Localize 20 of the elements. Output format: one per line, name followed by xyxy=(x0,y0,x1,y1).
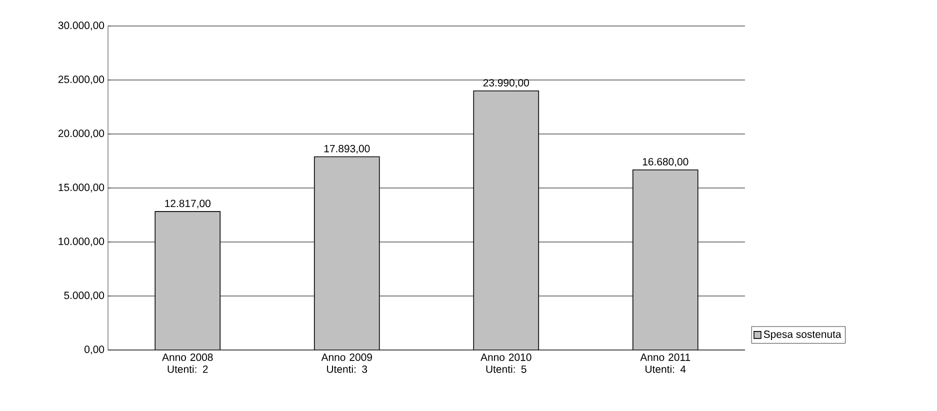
x-tick-label: Anno 2008 Utenti: 2 xyxy=(162,354,213,373)
data-label: 16.680,00 xyxy=(642,158,688,167)
data-label: 23.990,00 xyxy=(483,79,529,88)
x-tick-label: Anno 2011 Utenti: 4 xyxy=(640,354,690,373)
y-tick-label: 25.000,00 xyxy=(58,76,104,84)
x-tick-label: Anno 2010 Utenti: 5 xyxy=(480,354,532,373)
x-tick-label: Anno 2009 Utenti: 3 xyxy=(321,354,372,373)
y-tick-label: 10.000,00 xyxy=(58,238,104,246)
legend-label: Spesa sostenuta xyxy=(764,330,842,340)
bar xyxy=(314,156,380,350)
y-tick-label: 30.000,00 xyxy=(58,22,104,30)
y-tick-label: 20.000,00 xyxy=(58,130,104,138)
data-label: 12.817,00 xyxy=(165,200,210,208)
bar xyxy=(632,169,698,350)
y-tick-label: 15.000,00 xyxy=(58,184,104,192)
y-tick-label: 5.000,00 xyxy=(64,292,104,300)
bar xyxy=(154,211,221,350)
bar xyxy=(473,90,540,350)
data-label: 17.893,00 xyxy=(324,144,370,154)
y-tick-label: 0,00 xyxy=(84,346,104,354)
